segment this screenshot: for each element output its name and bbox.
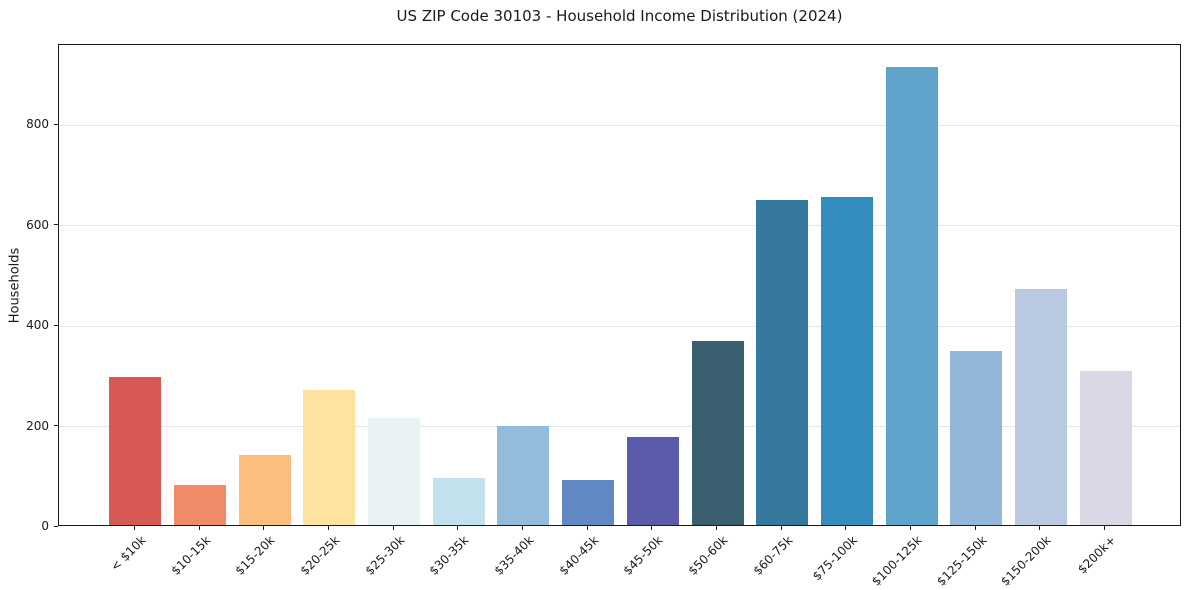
- x-tick-label: < $10k: [107, 533, 149, 574]
- bar: [626, 436, 679, 525]
- x-tick-label: $20-25k: [297, 533, 343, 578]
- x-tick-mark: [198, 526, 200, 530]
- x-tick-mark: [586, 526, 588, 530]
- bar: [820, 197, 873, 525]
- x-tick-label: $40-45k: [556, 533, 602, 578]
- y-tick-label: 200: [26, 418, 49, 433]
- y-tick-label: 400: [26, 318, 49, 333]
- x-tick-label: $30-35k: [426, 533, 472, 578]
- x-tick-mark: [1104, 526, 1106, 530]
- x-tick-label: $200k+: [1075, 533, 1119, 577]
- x-tick-mark: [845, 526, 847, 530]
- x-tick-label: $25-30k: [362, 533, 407, 578]
- gridline: [59, 225, 1180, 227]
- x-tick-label: $100-125k: [868, 533, 925, 589]
- bar: [432, 477, 485, 525]
- bar: [238, 454, 291, 525]
- y-tick-label: 0: [41, 519, 49, 533]
- x-tick-mark: [133, 526, 135, 530]
- y-tick-mark: [54, 525, 58, 527]
- y-tick-mark: [54, 224, 58, 226]
- bar: [1014, 288, 1067, 525]
- y-tick-label: 800: [26, 117, 49, 132]
- gridline: [59, 124, 1180, 126]
- y-tick-label: 600: [26, 217, 49, 232]
- bar: [691, 340, 744, 525]
- chart-title: US ZIP Code 30103 - Household Income Dis…: [396, 7, 843, 25]
- x-tick-label: $75-100k: [809, 533, 860, 584]
- bar: [174, 484, 227, 525]
- bar: [303, 389, 356, 525]
- x-tick-mark: [910, 526, 912, 530]
- bar: [562, 479, 615, 525]
- bar: [885, 66, 938, 525]
- x-tick-mark: [327, 526, 329, 530]
- gridline: [59, 426, 1180, 428]
- y-axis-label: Households: [7, 247, 23, 323]
- y-tick-mark: [54, 324, 58, 326]
- gridline: [59, 325, 1180, 327]
- bar: [1079, 370, 1132, 525]
- x-tick-label: $10-15k: [168, 533, 213, 578]
- x-tick-mark: [521, 526, 523, 530]
- x-tick-label: $45-50k: [620, 533, 666, 578]
- x-tick-mark: [1039, 526, 1041, 530]
- bar: [368, 418, 421, 525]
- x-tick-mark: [392, 526, 394, 530]
- bar: [756, 200, 809, 525]
- x-tick-mark: [780, 526, 782, 530]
- x-tick-mark: [263, 526, 265, 530]
- x-tick-mark: [457, 526, 459, 530]
- bar: [109, 376, 162, 525]
- x-tick-mark: [974, 526, 976, 530]
- x-tick-mark: [716, 526, 718, 530]
- x-tick-label: $35-40k: [491, 533, 537, 578]
- x-tick-mark: [651, 526, 653, 530]
- plot-area: [58, 44, 1181, 526]
- x-tick-label: $60-75k: [750, 533, 796, 578]
- bar: [497, 425, 550, 525]
- bar: [950, 350, 1003, 525]
- x-tick-label: $50-60k: [685, 533, 731, 578]
- x-tick-label: $150-200k: [998, 533, 1054, 589]
- x-tick-label: $125-150k: [933, 533, 990, 589]
- y-tick-mark: [54, 425, 58, 427]
- x-tick-label: $15-20k: [232, 533, 278, 578]
- y-tick-mark: [54, 123, 58, 125]
